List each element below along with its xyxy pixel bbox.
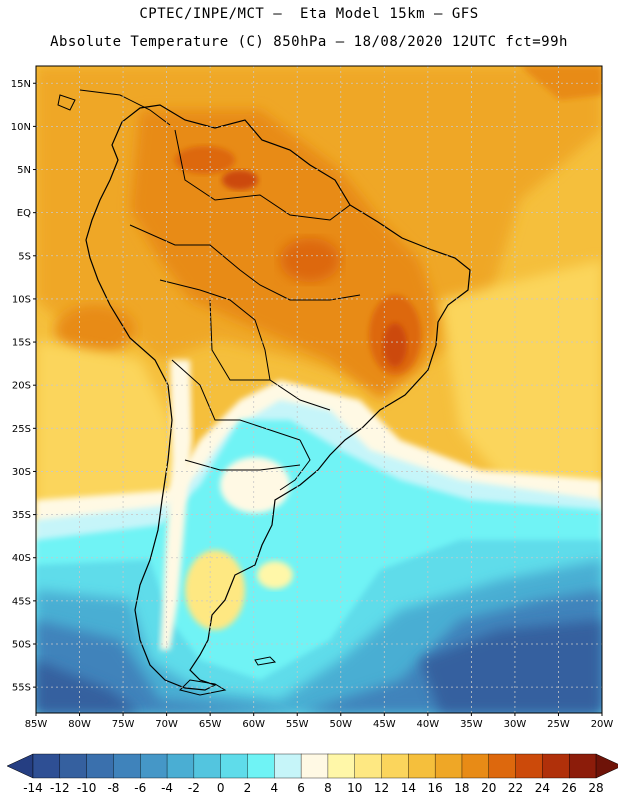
temperature-field — [36, 66, 602, 713]
colorbar-swatch — [488, 753, 517, 779]
colorbar-label: -2 — [188, 781, 200, 795]
lat-label: 10S — [12, 294, 31, 305]
colorbar-swatch — [274, 753, 302, 779]
colorbar-label: 18 — [454, 781, 469, 795]
lon-label: 50W — [329, 719, 352, 730]
colorbar-swatch — [59, 753, 88, 779]
colorbar-swatch — [461, 753, 490, 779]
lon-label: 75W — [112, 719, 135, 730]
colorbar-label: 14 — [401, 781, 416, 795]
colorbar-swatch — [86, 753, 114, 779]
colorbar-label: 28 — [588, 781, 603, 795]
colorbar-label: -14 — [23, 781, 43, 795]
lat-label: 35S — [12, 510, 31, 521]
lat-label: 30S — [12, 467, 31, 478]
colorbar-swatch — [408, 753, 436, 779]
lon-label: 20W — [591, 719, 614, 730]
map-frame — [35, 65, 603, 714]
colorbar-swatch — [166, 753, 195, 779]
lon-label: 25W — [547, 719, 570, 730]
lat-label: 40S — [12, 553, 31, 564]
colorbar-swatch — [568, 753, 597, 779]
graticule — [35, 66, 603, 713]
colorbar-swatch — [327, 753, 356, 779]
colorbar-label: 26 — [562, 781, 577, 795]
lat-label: 45S — [12, 596, 31, 607]
colorbar-label: 10 — [347, 781, 362, 795]
lon-label: 80W — [68, 719, 91, 730]
lon-label: 45W — [373, 719, 396, 730]
lat-label: 10N — [11, 122, 31, 133]
colorbar-swatch — [113, 753, 141, 779]
lon-label: 85W — [25, 719, 48, 730]
colorbar-swatch — [193, 753, 222, 779]
header-line-1: CPTEC/INPE/MCT – Eta Model 15km – GFS — [139, 6, 479, 22]
colorbar-label: 20 — [481, 781, 496, 795]
lat-label: 5N — [17, 165, 31, 176]
lon-label: 70W — [155, 719, 178, 730]
colorbar-label: -12 — [50, 781, 70, 795]
colorbar-label: -10 — [77, 781, 97, 795]
colorbar-label: -8 — [107, 781, 119, 795]
lat-label: 5S — [18, 251, 31, 262]
colorbar-swatch — [381, 753, 409, 779]
colorbar-swatch — [140, 753, 168, 779]
colorbar-label: 2 — [244, 781, 252, 795]
header-line-2: Absolute Temperature (C) 850hPa – 18/08/… — [50, 34, 568, 50]
colorbar-label: -6 — [134, 781, 146, 795]
colorbar-swatch — [300, 753, 329, 779]
colorbar-swatch — [515, 753, 543, 779]
colorbar-label: 12 — [374, 781, 389, 795]
lat-label: 25S — [12, 424, 31, 435]
lat-label: 50S — [12, 639, 31, 650]
lon-label: 55W — [286, 719, 309, 730]
lon-label: 35W — [460, 719, 483, 730]
colorbar-label: -4 — [161, 781, 173, 795]
colorbar-swatch — [220, 753, 248, 779]
colorbar-label: 22 — [508, 781, 523, 795]
lat-label: 20S — [12, 381, 31, 392]
lon-label: 30W — [504, 719, 527, 730]
colorbar-swatch — [542, 753, 570, 779]
colorbar-swatch — [434, 753, 463, 779]
lat-label: EQ — [17, 208, 31, 219]
colorbar-label: 24 — [535, 781, 550, 795]
latitude-labels: 15N 10N 5N EQ 5S 10S 15S 20S 25S 30S 35S 40S 45S 50S 5… — [11, 79, 36, 694]
lat-label: 15N — [11, 79, 31, 90]
colorbar-label: 4 — [270, 781, 278, 795]
lon-label: 65W — [199, 719, 222, 730]
lon-label: 40W — [417, 719, 440, 730]
lat-label: 15S — [12, 338, 31, 349]
colorbar-low-triangle — [6, 753, 34, 779]
colorbar-swatch — [354, 753, 383, 779]
longitude-labels: 85W 80W 75W 70W 65W 60W 55W 50W 45W 40W 35W 30W 25W 2… — [25, 713, 614, 730]
lon-label: 60W — [242, 719, 265, 730]
coastlines — [57, 89, 471, 696]
colorbar-swatch — [247, 753, 275, 779]
colorbar-high-triangle — [595, 753, 618, 779]
colorbar-label: 0 — [217, 781, 225, 795]
colorbar-label: 8 — [324, 781, 332, 795]
colorbar-swatch — [32, 753, 61, 779]
colorbar: -14 -12 -10 -8 -6 -4 -2 0 2 4 6 8 10 12 14 16 18 20 22 24 26… — [6, 753, 618, 795]
lat-label: 55S — [12, 683, 31, 694]
colorbar-label: 16 — [428, 781, 443, 795]
colorbar-label: 6 — [297, 781, 305, 795]
